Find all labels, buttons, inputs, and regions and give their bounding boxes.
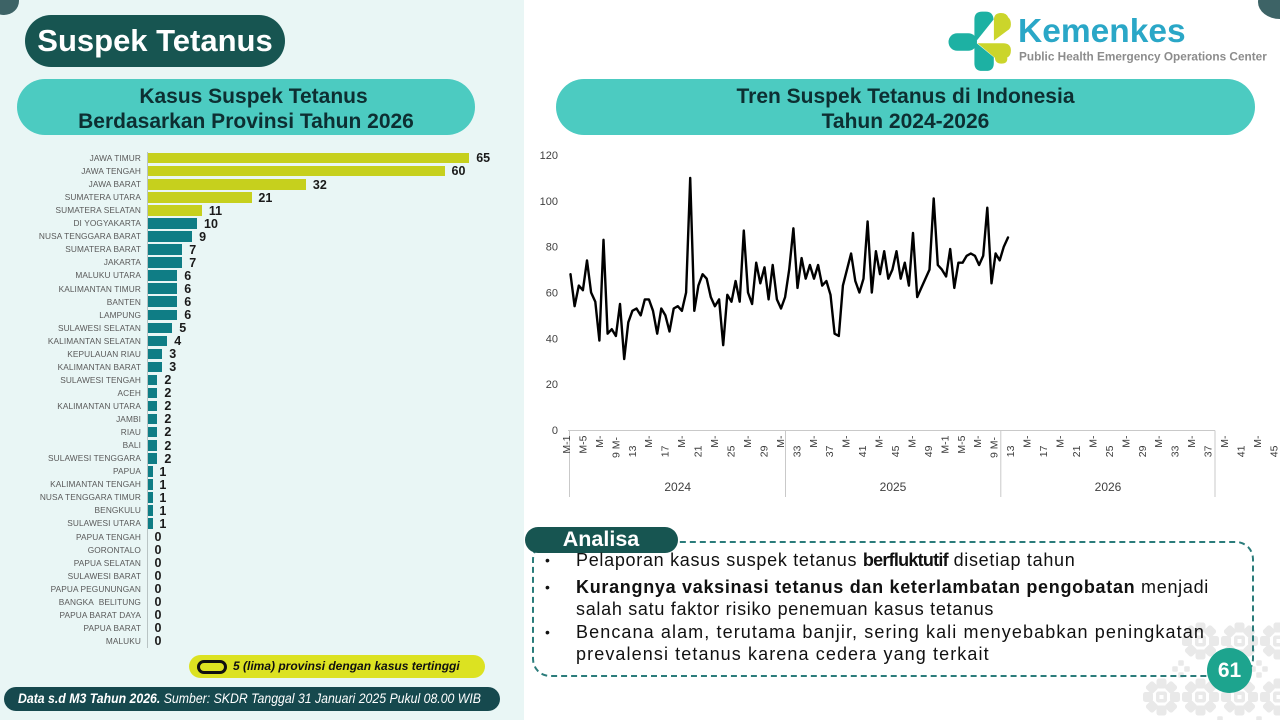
svg-text:21: 21 xyxy=(1071,445,1083,457)
svg-text:2026: 2026 xyxy=(1095,480,1122,494)
svg-text:29: 29 xyxy=(758,445,770,457)
svg-text:M-1: M-1 xyxy=(561,435,573,453)
svg-text:M-: M- xyxy=(1252,435,1264,448)
svg-text:49: 49 xyxy=(923,445,935,457)
svg-text:M-: M- xyxy=(972,435,984,448)
svg-text:29: 29 xyxy=(1137,445,1149,457)
svg-text:M-: M- xyxy=(742,435,754,448)
svg-text:45: 45 xyxy=(1268,445,1280,457)
svg-text:M-: M- xyxy=(808,435,820,448)
svg-text:M-: M- xyxy=(594,435,606,448)
svg-text:M-: M- xyxy=(775,435,787,448)
svg-text:M-: M- xyxy=(1219,435,1231,448)
svg-text:41: 41 xyxy=(1235,445,1247,457)
svg-text:9 M-: 9 M- xyxy=(989,436,1001,458)
svg-text:40: 40 xyxy=(546,333,558,345)
svg-text:33: 33 xyxy=(1170,445,1182,457)
svg-text:9 M-: 9 M- xyxy=(610,436,622,458)
svg-text:M-: M- xyxy=(841,435,853,448)
svg-text:60: 60 xyxy=(546,288,558,300)
svg-text:33: 33 xyxy=(791,445,803,457)
svg-text:M-: M- xyxy=(907,435,919,448)
svg-text:M-: M- xyxy=(1022,435,1034,448)
svg-text:13: 13 xyxy=(627,445,639,457)
svg-text:37: 37 xyxy=(824,445,836,457)
svg-text:21: 21 xyxy=(693,445,705,457)
svg-text:M-: M- xyxy=(1087,435,1099,448)
svg-text:45: 45 xyxy=(890,445,902,457)
svg-text:80: 80 xyxy=(546,242,558,254)
svg-text:Kemenkes: Kemenkes xyxy=(1018,13,1186,50)
svg-text:Public Health Emergency Operat: Public Health Emergency Operations Cente… xyxy=(1019,50,1267,64)
svg-text:2025: 2025 xyxy=(880,480,907,494)
svg-text:100: 100 xyxy=(540,196,558,208)
svg-text:M-: M- xyxy=(1153,435,1165,448)
svg-text:M-: M- xyxy=(874,435,886,448)
svg-text:M-: M- xyxy=(1186,435,1198,448)
svg-text:20: 20 xyxy=(546,379,558,391)
svg-text:2024: 2024 xyxy=(664,480,691,494)
svg-text:17: 17 xyxy=(1038,445,1050,457)
svg-text:13: 13 xyxy=(1005,445,1017,457)
svg-text:M-5: M-5 xyxy=(578,435,590,453)
svg-text:M-: M- xyxy=(709,435,721,448)
svg-text:M-: M- xyxy=(643,435,655,448)
svg-text:37: 37 xyxy=(1203,445,1215,457)
svg-text:M-: M- xyxy=(676,435,688,448)
svg-text:M-: M- xyxy=(1055,435,1067,448)
svg-text:0: 0 xyxy=(552,425,558,437)
svg-text:M-5: M-5 xyxy=(956,435,968,453)
svg-text:25: 25 xyxy=(1104,445,1116,457)
svg-text:41: 41 xyxy=(857,445,869,457)
svg-text:17: 17 xyxy=(660,445,672,457)
svg-text:M-1: M-1 xyxy=(939,435,951,453)
svg-text:120: 120 xyxy=(540,150,558,162)
svg-text:M-: M- xyxy=(1120,435,1132,448)
svg-text:25: 25 xyxy=(726,445,738,457)
